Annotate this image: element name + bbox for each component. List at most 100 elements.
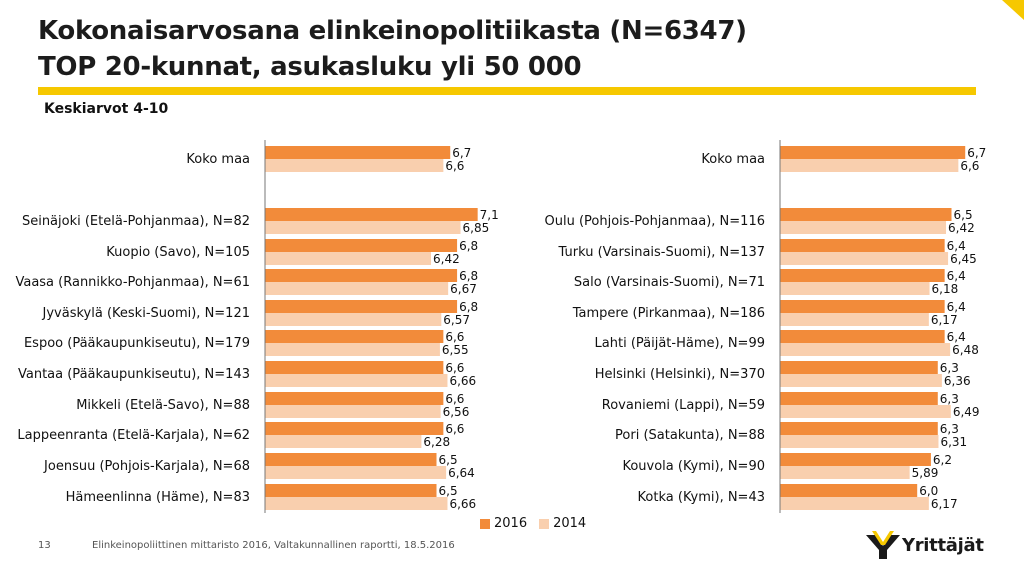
- legend-item-2014: 2014: [539, 516, 586, 531]
- data-label-right-2016-7: 6,3: [940, 392, 959, 406]
- bar-left-2016-7: [265, 392, 444, 405]
- bar-left-2016-4: [265, 300, 458, 313]
- bar-right-2014-4: [780, 313, 929, 326]
- data-label-right-2014-1: 6,42: [948, 221, 975, 235]
- category-label-left-8: Lappeenranta (Etelä-Karjala), N=62: [17, 428, 250, 443]
- bar-right-2014-0: [780, 159, 959, 172]
- data-label-right-2016-2: 6,4: [947, 239, 966, 253]
- bar-left-2014-2: [265, 252, 432, 265]
- data-label-left-2016-10: 6,5: [439, 484, 458, 498]
- legend-label-2014: 2014: [553, 516, 587, 531]
- data-label-left-2016-2: 6,8: [459, 239, 478, 253]
- data-label-right-2016-3: 6,4: [947, 269, 966, 283]
- bar-right-2016-1: [780, 208, 952, 221]
- chart-legend: 2016 2014: [480, 516, 598, 531]
- data-label-right-2014-3: 6,18: [932, 282, 959, 296]
- chart-subtitle: Keskiarvot 4-10: [44, 101, 169, 117]
- page-title: Kokonaisarvosana elinkeinopolitiikasta (…: [38, 16, 747, 46]
- data-label-right-2014-0: 6,6: [960, 159, 979, 173]
- data-label-right-2014-8: 6,31: [940, 435, 967, 449]
- bar-left-2016-6: [265, 361, 444, 374]
- bar-right-2014-5: [780, 343, 951, 356]
- bar-right-2014-9: [780, 466, 910, 479]
- data-label-right-2014-9: 5,89: [912, 466, 939, 480]
- category-label-left-9: Joensuu (Pohjois-Karjala), N=68: [43, 459, 250, 474]
- bar-right-2014-10: [780, 497, 929, 510]
- bar-left-2014-3: [265, 282, 449, 295]
- bar-right-2014-8: [780, 435, 939, 448]
- data-label-right-2014-7: 6,49: [953, 405, 980, 419]
- data-label-left-2014-5: 6,55: [442, 343, 469, 357]
- bar-right-2014-2: [780, 252, 949, 265]
- category-label-right-6: Helsinki (Helsinki), N=370: [595, 367, 765, 382]
- corner-accent: [1002, 0, 1024, 20]
- category-label-right-1: Oulu (Pohjois-Pohjanmaa), N=116: [545, 214, 766, 229]
- category-label-right-2: Turku (Varsinais-Suomi), N=137: [558, 245, 765, 260]
- bar-right-2016-0: [780, 146, 966, 159]
- data-label-right-2014-5: 6,48: [952, 343, 979, 357]
- bar-left-2016-1: [265, 208, 478, 221]
- legend-swatch-2016: [480, 518, 490, 529]
- data-label-right-2014-10: 6,17: [931, 497, 958, 511]
- bar-right-2016-8: [780, 422, 938, 435]
- logo-mark-icon: [866, 531, 900, 559]
- bar-right-2016-5: [780, 330, 945, 343]
- data-label-right-2014-4: 6,17: [931, 313, 958, 327]
- data-label-left-2016-5: 6,6: [445, 330, 464, 344]
- data-label-right-2016-6: 6,3: [940, 361, 959, 375]
- logo-text: Yrittäjät: [902, 534, 984, 556]
- category-label-right-3: Salo (Varsinais-Suomi), N=71: [574, 275, 765, 290]
- data-label-right-2014-2: 6,45: [950, 252, 977, 266]
- bar-right-2014-7: [780, 405, 951, 418]
- bar-left-2014-8: [265, 435, 422, 448]
- bar-left-2016-8: [265, 422, 444, 435]
- data-label-left-2014-6: 6,66: [449, 374, 476, 388]
- category-label-left-2: Kuopio (Savo), N=105: [106, 245, 250, 260]
- bar-right-2016-2: [780, 239, 945, 252]
- bar-left-2016-0: [265, 146, 451, 159]
- bar-left-2014-4: [265, 313, 442, 326]
- bar-left-2014-9: [265, 466, 447, 479]
- data-label-left-2014-7: 6,56: [443, 405, 470, 419]
- data-label-right-2016-5: 6,4: [947, 330, 966, 344]
- data-label-left-2014-4: 6,57: [443, 313, 470, 327]
- bar-left-2016-9: [265, 453, 437, 466]
- data-label-left-2014-10: 6,66: [449, 497, 476, 511]
- bar-left-2014-10: [265, 497, 448, 510]
- bar-left-2014-7: [265, 405, 441, 418]
- bar-left-2016-10: [265, 484, 437, 497]
- legend-label-2016: 2016: [494, 516, 528, 531]
- yrittajat-logo: Yrittäjät: [866, 530, 984, 560]
- bar-left-2016-5: [265, 330, 444, 343]
- data-label-left-2016-9: 6,5: [439, 453, 458, 467]
- data-label-right-2014-6: 6,36: [944, 374, 971, 388]
- data-label-left-2016-3: 6,8: [459, 269, 478, 283]
- data-label-right-2016-10: 6,0: [919, 484, 938, 498]
- category-label-left-1: Seinäjoki (Etelä-Pohjanmaa), N=82: [22, 214, 250, 229]
- legend-swatch-2014: [539, 518, 550, 529]
- bar-right-2016-4: [780, 300, 945, 313]
- bar-right-2014-1: [780, 221, 947, 234]
- data-label-left-2016-4: 6,8: [459, 300, 478, 314]
- category-label-left-3: Vaasa (Rannikko-Pohjanmaa), N=61: [15, 275, 250, 290]
- category-label-right-10: Kotka (Kymi), N=43: [638, 490, 765, 505]
- page-number: 13: [38, 540, 51, 551]
- category-label-left-5: Espoo (Pääkaupunkiseutu), N=179: [24, 336, 250, 351]
- category-label-left-0: Koko maa: [186, 152, 250, 167]
- data-label-left-2014-3: 6,67: [450, 282, 477, 296]
- category-label-left-4: Jyväskylä (Keski-Suomi), N=121: [42, 306, 250, 321]
- category-label-left-10: Hämeenlinna (Häme), N=83: [66, 490, 250, 505]
- bar-left-2014-1: [265, 221, 461, 234]
- bar-right-2016-9: [780, 453, 931, 466]
- data-label-left-2016-6: 6,6: [445, 361, 464, 375]
- data-label-right-2016-1: 6,5: [954, 208, 973, 222]
- bar-left-2014-0: [265, 159, 444, 172]
- data-label-left-2016-8: 6,6: [445, 422, 464, 436]
- data-label-left-2016-0: 6,7: [452, 146, 471, 160]
- category-label-right-7: Rovaniemi (Lappi), N=59: [602, 398, 765, 413]
- title-underline: [38, 87, 976, 95]
- data-label-left-2014-9: 6,64: [448, 466, 475, 480]
- data-label-right-2016-0: 6,7: [967, 146, 986, 160]
- legend-item-2016: 2016: [480, 516, 527, 531]
